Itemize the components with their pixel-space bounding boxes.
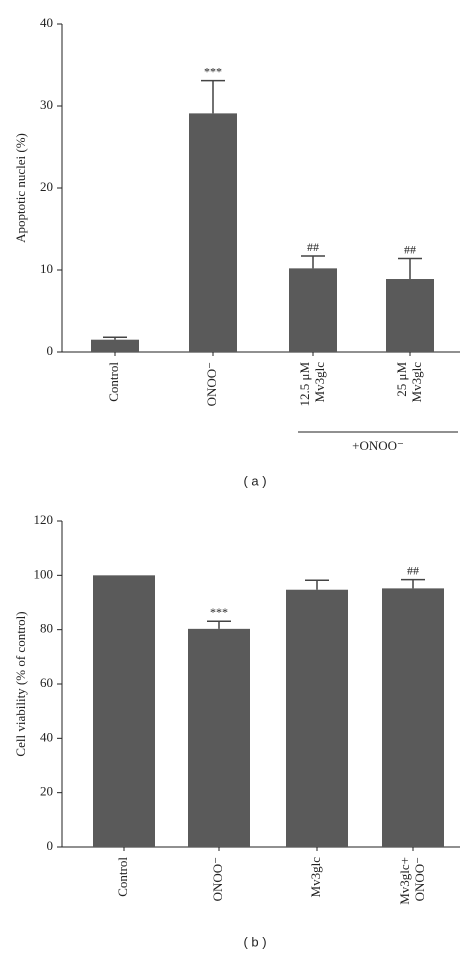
bar	[93, 575, 155, 847]
x-tick-label: Control	[115, 857, 130, 897]
significance-label: ***	[204, 64, 222, 78]
bar	[188, 628, 250, 847]
y-tick-label: 10	[40, 261, 53, 276]
x-tick-label: Mv3glc	[312, 362, 327, 403]
error-bar	[401, 578, 425, 589]
y-tick-label: 20	[40, 784, 53, 799]
y-tick-label: 120	[34, 512, 54, 527]
bar	[286, 589, 348, 847]
y-tick-label: 0	[47, 343, 54, 358]
x-tick-label: ONOO⁻	[210, 857, 225, 901]
error-bar	[201, 79, 225, 114]
bar	[289, 268, 337, 352]
x-tick-label: ONOO⁻	[204, 362, 219, 406]
y-tick-label: 30	[40, 97, 53, 112]
bar	[189, 113, 237, 352]
y-tick-label: 40	[40, 729, 53, 744]
y-tick-label: 20	[40, 179, 53, 194]
error-bar	[301, 255, 325, 269]
significance-label: ##	[404, 242, 416, 256]
significance-label: ##	[307, 240, 319, 254]
group-label: +ONOO⁻	[352, 438, 404, 453]
x-tick-label: 25 μM	[394, 362, 409, 397]
error-bar	[305, 579, 329, 590]
x-tick-label: Mv3glc	[308, 857, 323, 898]
error-bar	[103, 336, 127, 340]
significance-label: ##	[407, 563, 419, 577]
bar	[382, 588, 444, 847]
panel-label: ( a )	[243, 473, 266, 488]
y-tick-label: 40	[40, 15, 53, 30]
y-axis-label: Cell viability (% of control)	[13, 611, 28, 756]
x-tick-label: ONOO⁻	[412, 857, 427, 901]
y-axis-label: Apoptotic nuclei (%)	[13, 133, 28, 243]
y-tick-label: 80	[40, 621, 53, 636]
bar	[91, 339, 139, 352]
x-tick-label: 12.5 μM	[297, 362, 312, 407]
x-tick-label: Mv3glc	[409, 362, 424, 403]
error-bar	[207, 620, 231, 629]
panel-label: ( b )	[243, 934, 266, 949]
bar	[386, 279, 434, 352]
y-tick-label: 60	[40, 675, 53, 690]
y-tick-label: 0	[47, 838, 54, 853]
error-bar	[398, 257, 422, 280]
significance-label: ***	[210, 605, 228, 619]
x-tick-label: Mv3glc+	[397, 857, 412, 905]
y-tick-label: 100	[34, 566, 54, 581]
x-tick-label: Control	[106, 362, 121, 402]
